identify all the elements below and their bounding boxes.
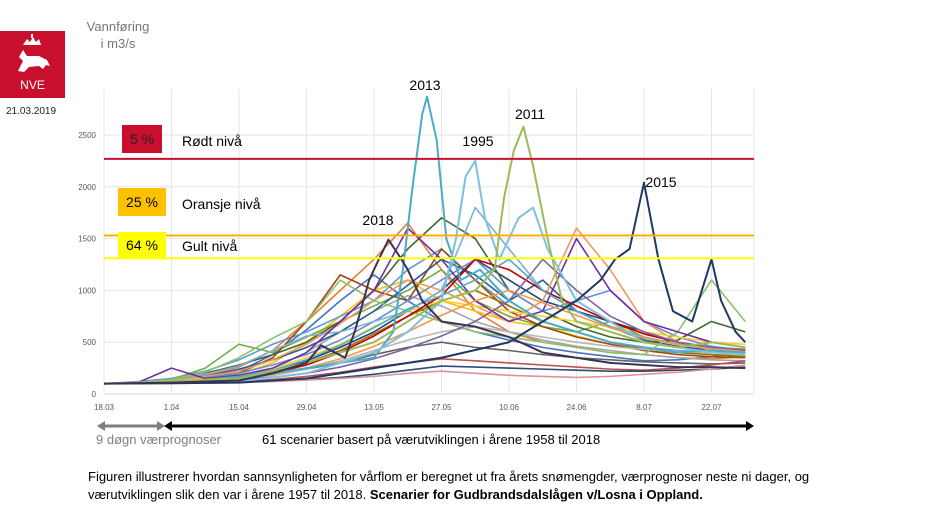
logo-text: NVE [20, 78, 45, 92]
figure-caption: Figuren illustrerer hvordan sannsynlighe… [88, 468, 868, 504]
scenario-line [103, 227, 746, 385]
scenario-line [103, 227, 746, 385]
threshold-label: Oransje nivå [182, 196, 261, 212]
y-tick-label: 2500 [78, 131, 96, 140]
threshold-label: Rødt nivå [182, 133, 242, 149]
threshold-label: Gult nivå [182, 238, 237, 254]
y-tick-label: 2000 [78, 183, 96, 192]
nve-logo: NVE [0, 31, 65, 98]
series-label-2018: 2018 [362, 212, 393, 228]
series-label-2011: 2011 [515, 106, 545, 122]
forecast-arrowheads [97, 421, 165, 431]
y-tick-label: 0 [92, 390, 97, 399]
y-axis-title-line1: Vannføring [86, 19, 150, 34]
highlighted-line-1995 [103, 159, 746, 385]
threshold-probability: 25 % [126, 194, 158, 210]
series-label-2013: 2013 [409, 77, 440, 93]
date-label: 21.03.2019 [6, 106, 57, 117]
scenario-line [103, 206, 746, 385]
highlighted-line-2018 [103, 238, 746, 385]
y-axis-title-line2: i m3/s [100, 36, 136, 51]
caption-bold: Scenarier for Gudbrandsdalslågen v/Losna… [369, 487, 703, 502]
threshold-probability: 64 % [126, 237, 158, 253]
threshold-probability-box [118, 232, 166, 258]
x-tick-label: 29.04 [296, 403, 317, 412]
threshold-probability-box [122, 125, 162, 153]
x-tick-label: 13.05 [364, 403, 385, 412]
scenario-period-label: 61 scenarier basert på værutviklingen i … [262, 432, 601, 447]
y-tick-label: 1000 [78, 286, 96, 295]
series-group [103, 95, 746, 385]
axes-group: 0 500 1000 1500 2000 2500 18.03 1.04 15.04 29.04 1… [78, 77, 754, 412]
highlighted-line-2011 [103, 125, 746, 385]
x-tick-label: 8.07 [636, 403, 652, 412]
series-label-1995: 1995 [462, 133, 493, 149]
crown-horse-emblem-icon [18, 34, 50, 72]
flow-chart: 5 % Rødt nivå 25 % Oransje nivå 64 % Gult niv… [78, 77, 755, 431]
x-tick-label: 18.03 [94, 403, 115, 412]
highlighted-line-2015 [103, 181, 746, 385]
threshold-probability-box [118, 188, 166, 216]
x-tick-label: 27.05 [431, 403, 452, 412]
y-axis-title: Vannføring i m3/s [78, 18, 158, 52]
forecast-period-label: 9 døgn værprognoser [96, 432, 222, 447]
x-tick-label: 1.04 [164, 403, 180, 412]
period-arrows [97, 421, 754, 431]
x-tick-label: 24.06 [566, 403, 587, 412]
scenario-line [103, 268, 746, 385]
x-tick-label: 15.04 [229, 403, 250, 412]
threshold-probability: 5 % [130, 131, 154, 147]
caption-text: Figuren illustrerer hvordan sannsynlighe… [88, 469, 810, 502]
x-tick-label: 10.06 [499, 403, 520, 412]
y-tick-label: 1500 [78, 235, 96, 244]
series-label-2015: 2015 [645, 174, 676, 190]
y-tick-label: 500 [83, 338, 97, 347]
x-tick-label: 22.07 [701, 403, 722, 412]
thresholds-group: 5 % Rødt nivå 25 % Oransje nivå 64 % Gult niv… [104, 125, 754, 260]
